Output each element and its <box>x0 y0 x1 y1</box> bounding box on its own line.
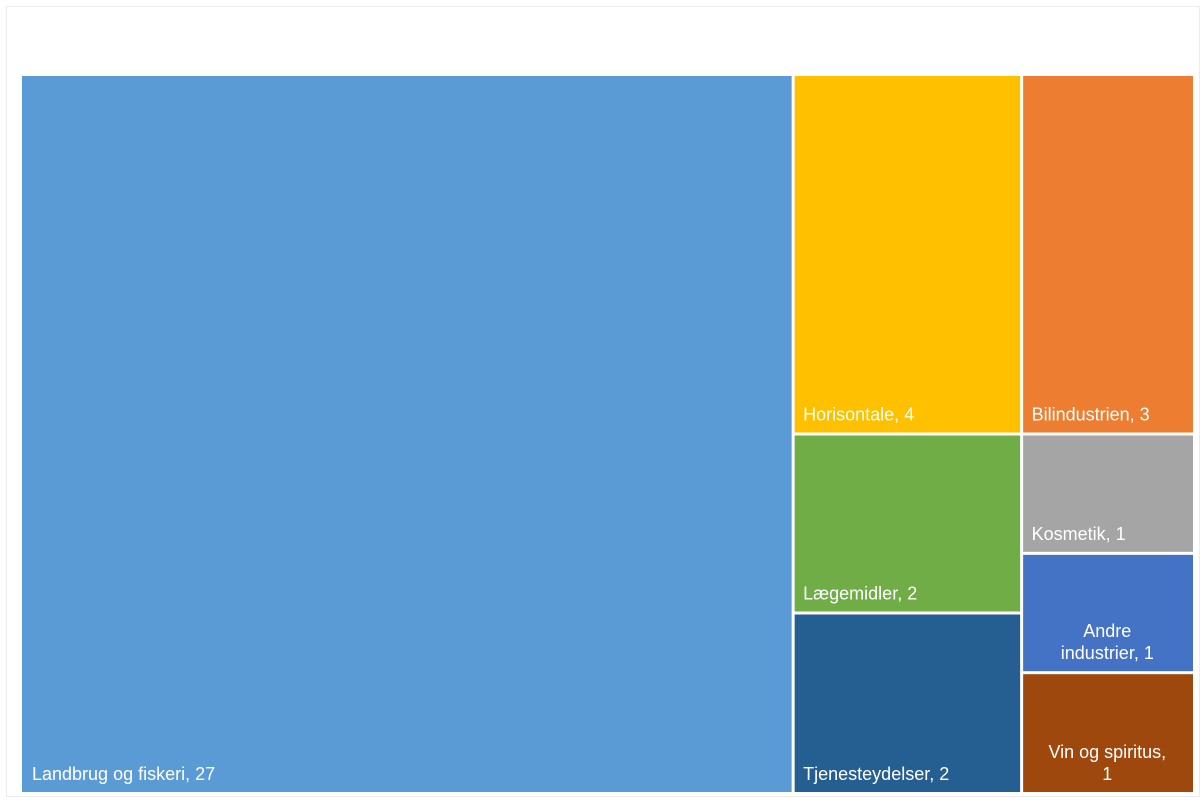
treemap-tile-landbrug-og-fiskeri: Landbrug og fiskeri, 27 <box>22 76 792 792</box>
treemap-label-andre-industrier: Andre industrier, 1 <box>1061 621 1154 663</box>
treemap-tile-andre-industrier: Andre industrier, 1 <box>1023 554 1193 672</box>
treemap-rect-kosmetik <box>1023 435 1193 552</box>
treemap-tile-kosmetik: Kosmetik, 1 <box>1023 435 1193 552</box>
treemap-label-tjenesteydelser: Tjenesteydelser, 2 <box>803 764 949 784</box>
treemap-tile-l-gemidler: Lægemidler, 2 <box>794 435 1021 612</box>
treemap-tile-tjenesteydelser: Tjenesteydelser, 2 <box>794 614 1021 792</box>
treemap-tile-bilindustrien: Bilindustrien, 3 <box>1023 76 1193 433</box>
treemap-rect-bilindustrien <box>1023 76 1193 433</box>
treemap-label-kosmetik: Kosmetik, 1 <box>1032 524 1126 544</box>
treemap-label-vin-og-spiritus: Vin og spiritus, 1 <box>1048 742 1166 784</box>
treemap-rect-landbrug-og-fiskeri <box>22 76 792 792</box>
treemap-tile-horisontale: Horisontale, 4 <box>794 76 1021 433</box>
treemap-tile-vin-og-spiritus: Vin og spiritus, 1 <box>1023 674 1193 792</box>
treemap-rect-tjenesteydelser <box>794 614 1021 792</box>
treemap-label-l-gemidler: Lægemidler, 2 <box>803 584 917 604</box>
treemap-rect-horisontale <box>794 76 1021 433</box>
treemap-label-bilindustrien: Bilindustrien, 3 <box>1032 405 1150 425</box>
treemap-label-landbrug-og-fiskeri: Landbrug og fiskeri, 27 <box>32 764 215 784</box>
treemap-rect-l-gemidler <box>794 435 1021 612</box>
treemap-label-horisontale: Horisontale, 4 <box>803 405 914 425</box>
treemap-rect-andre-industrier <box>1023 554 1193 672</box>
treemap-rect-vin-og-spiritus <box>1023 674 1193 792</box>
